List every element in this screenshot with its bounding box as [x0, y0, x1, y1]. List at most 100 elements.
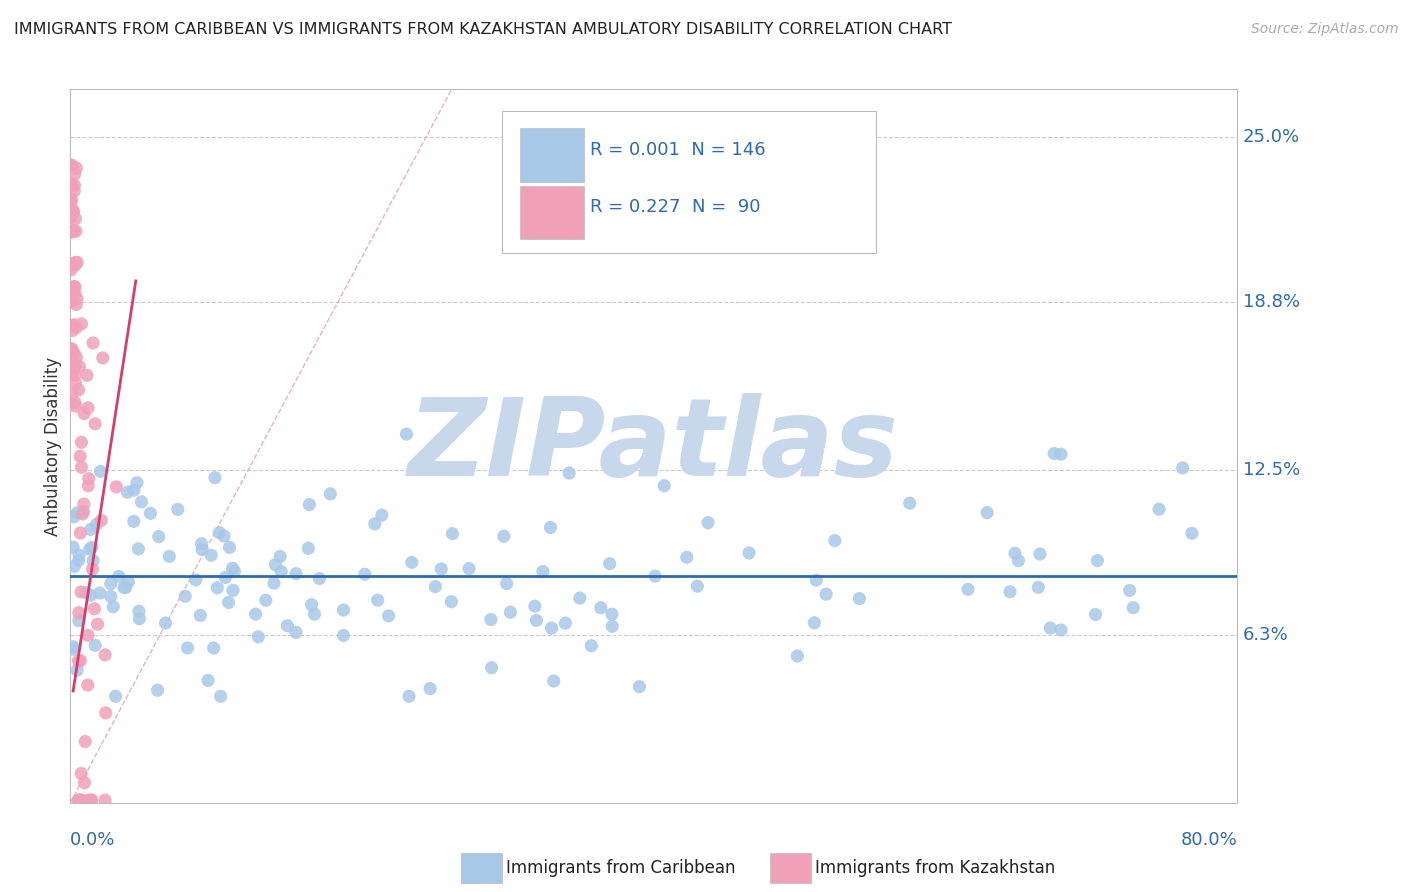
Point — [191, 542, 214, 557]
Point — [72, 507, 94, 521]
Point — [60, 159, 83, 173]
Point — [218, 541, 240, 555]
Point — [354, 567, 377, 582]
Point — [125, 475, 148, 490]
Point — [80, 793, 103, 807]
Point — [114, 581, 136, 595]
Point — [60, 294, 83, 309]
Point — [319, 487, 342, 501]
Point — [79, 588, 101, 602]
Point — [86, 517, 108, 532]
Point — [398, 690, 420, 704]
Point — [60, 263, 83, 277]
Point — [75, 585, 97, 599]
Point — [100, 590, 122, 604]
Point — [62, 224, 84, 238]
Point — [72, 505, 94, 519]
Point — [128, 612, 150, 626]
Point — [824, 533, 846, 548]
Point — [84, 417, 107, 431]
Point — [224, 564, 246, 578]
Point — [63, 178, 86, 193]
Point — [898, 496, 921, 510]
Point — [139, 506, 162, 520]
Point — [285, 625, 308, 640]
Point — [848, 591, 870, 606]
Point — [62, 324, 84, 338]
Point — [540, 520, 562, 534]
Point — [200, 548, 222, 562]
Point — [589, 600, 612, 615]
Point — [543, 673, 565, 688]
Point — [1171, 461, 1194, 475]
Point — [67, 793, 90, 807]
Point — [69, 654, 91, 668]
Point — [155, 615, 177, 630]
Point — [67, 548, 90, 562]
Point — [73, 776, 96, 790]
Point — [62, 365, 84, 379]
Point — [568, 591, 591, 605]
Point — [332, 603, 354, 617]
Point — [332, 628, 354, 642]
Point — [207, 581, 229, 595]
Point — [1026, 580, 1049, 594]
Point — [63, 395, 86, 409]
Point — [122, 514, 145, 528]
Point — [75, 734, 97, 748]
Point — [600, 607, 623, 622]
Point — [62, 540, 84, 554]
Point — [84, 639, 107, 653]
Point — [479, 613, 502, 627]
Point — [190, 608, 212, 623]
Point — [65, 161, 87, 175]
Point — [90, 513, 112, 527]
Point — [976, 506, 998, 520]
Point — [60, 346, 83, 360]
Point — [540, 621, 562, 635]
Point — [174, 589, 197, 603]
Point — [63, 184, 86, 198]
Point — [166, 502, 188, 516]
Point — [77, 479, 100, 493]
Point — [73, 497, 96, 511]
Text: ZIPatlas: ZIPatlas — [408, 393, 900, 499]
Point — [60, 318, 83, 333]
Point — [285, 566, 308, 581]
Point — [628, 680, 651, 694]
Point — [377, 608, 399, 623]
Point — [675, 550, 697, 565]
Point — [79, 542, 101, 557]
Point — [245, 607, 267, 622]
Point — [364, 516, 387, 531]
Text: 25.0%: 25.0% — [1243, 128, 1301, 146]
Point — [1007, 554, 1029, 568]
Point — [367, 593, 389, 607]
Point — [77, 793, 100, 807]
Point — [222, 583, 245, 598]
Point — [105, 480, 128, 494]
Point — [70, 766, 93, 780]
Point — [176, 640, 198, 655]
Point — [146, 683, 169, 698]
Point — [786, 648, 808, 663]
Point — [1050, 447, 1073, 461]
Point — [67, 606, 90, 620]
Point — [100, 576, 122, 591]
Point — [65, 359, 87, 373]
Point — [63, 279, 86, 293]
Point — [1147, 502, 1170, 516]
Point — [1004, 546, 1026, 560]
Point — [214, 570, 236, 584]
FancyBboxPatch shape — [520, 186, 583, 239]
Point — [492, 529, 515, 543]
Point — [1122, 600, 1144, 615]
Point — [60, 387, 83, 401]
Point — [371, 508, 394, 523]
Point — [1043, 446, 1066, 460]
Point — [76, 368, 98, 383]
Point — [94, 793, 117, 807]
Point — [70, 793, 93, 807]
Point — [91, 351, 114, 365]
Point — [60, 192, 83, 206]
